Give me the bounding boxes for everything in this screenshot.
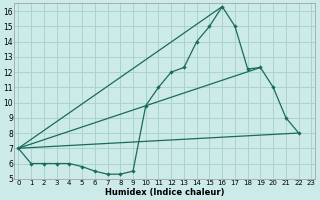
X-axis label: Humidex (Indice chaleur): Humidex (Indice chaleur) <box>105 188 225 197</box>
